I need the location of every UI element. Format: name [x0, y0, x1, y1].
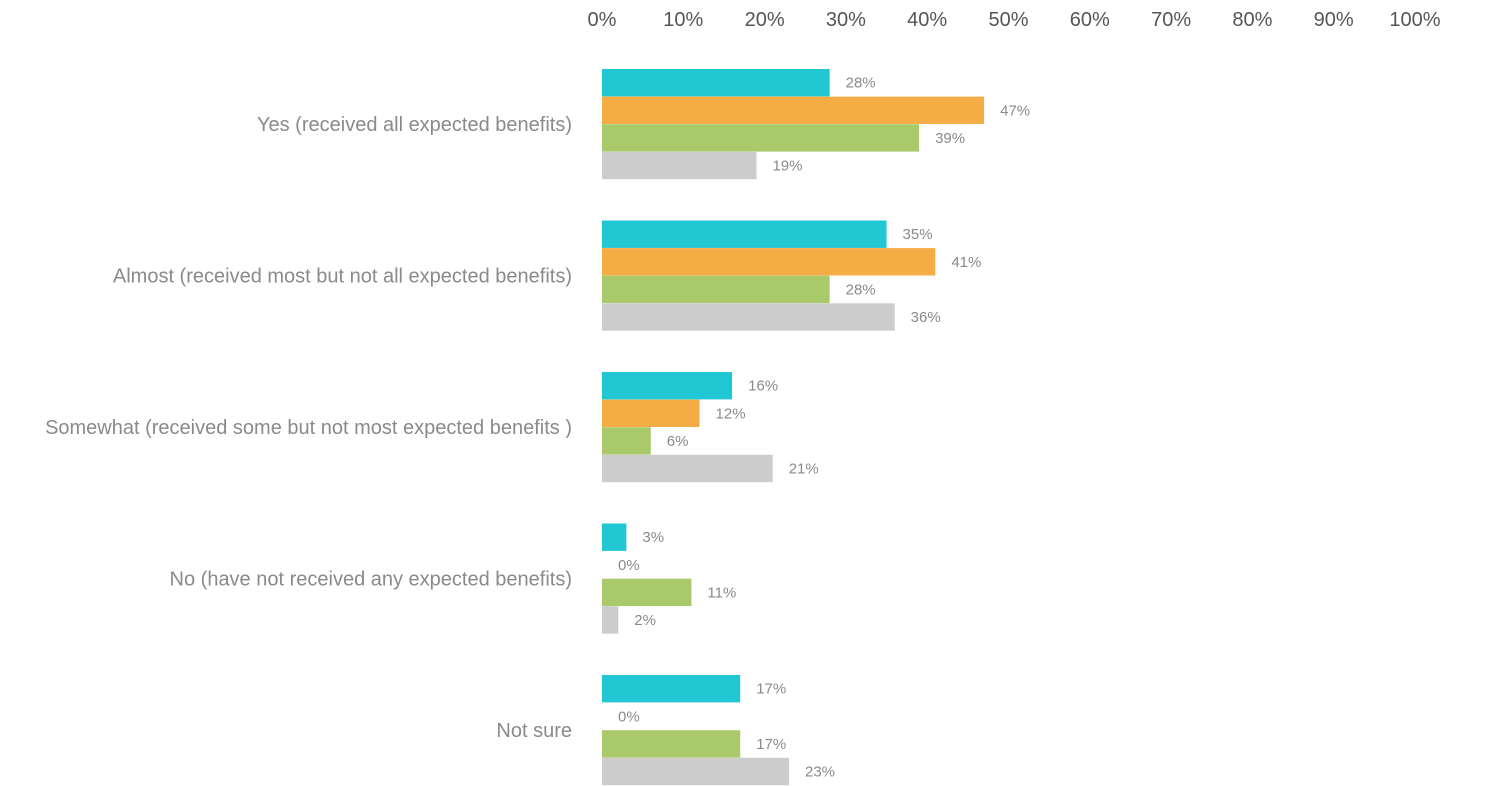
bar	[602, 454, 773, 483]
x-tick-label: 40%	[907, 9, 947, 31]
data-label: 47%	[1000, 102, 1030, 119]
x-tick-label: 90%	[1314, 9, 1354, 31]
x-tick-label: 20%	[745, 9, 785, 31]
data-label: 3%	[642, 529, 664, 546]
x-tick-label: 0%	[588, 9, 617, 31]
bar	[602, 606, 619, 634]
data-label: 12%	[716, 405, 746, 422]
category-label: Almost (received most but not all expect…	[113, 266, 572, 288]
bar	[602, 151, 757, 180]
bar	[602, 372, 733, 400]
bar	[602, 275, 830, 304]
data-label: 6%	[667, 433, 689, 450]
bar	[602, 427, 651, 455]
bar	[602, 220, 887, 248]
category-label: No (have not received any expected benef…	[170, 569, 572, 591]
category-label: Not sure	[496, 720, 572, 742]
category-label: Somewhat (received some but not most exp…	[45, 417, 572, 439]
data-label: 21%	[789, 461, 819, 478]
data-label: 19%	[772, 158, 802, 175]
data-labels: 28%47%39%19%35%41%28%36%16%12%6%21%3%0%1…	[618, 75, 1030, 781]
data-label: 36%	[911, 309, 941, 326]
x-tick-label: 50%	[988, 9, 1028, 31]
data-label: 28%	[846, 75, 876, 92]
bar	[602, 523, 627, 551]
x-tick-label: 10%	[663, 9, 703, 31]
data-label: 35%	[903, 226, 933, 243]
x-tick-label: 100%	[1389, 9, 1440, 31]
data-label: 17%	[756, 736, 786, 753]
bar	[602, 675, 741, 703]
bar	[602, 124, 920, 152]
data-label: 23%	[805, 764, 835, 781]
x-tick-label: 30%	[826, 9, 866, 31]
bar	[602, 248, 936, 276]
bar	[602, 303, 895, 331]
bar	[602, 69, 830, 97]
x-tick-label: 60%	[1070, 9, 1110, 31]
data-label: 41%	[951, 254, 981, 271]
data-label: 0%	[618, 557, 640, 574]
bar	[602, 757, 789, 786]
data-label: 11%	[707, 584, 736, 601]
category-labels: Yes (received all expected benefits) Almo…	[45, 114, 572, 742]
bar	[602, 96, 985, 124]
bar	[602, 730, 741, 758]
data-label: 39%	[935, 130, 965, 147]
data-label: 28%	[846, 281, 876, 298]
x-axis: 0% 10% 20% 30% 40% 50% 60% 70% 80% 90% 100%	[588, 9, 1441, 31]
data-label: 0%	[618, 708, 640, 725]
data-label: 2%	[634, 612, 656, 629]
data-label: 17%	[756, 681, 786, 698]
x-tick-label: 80%	[1232, 9, 1272, 31]
bar	[602, 399, 700, 427]
bars	[602, 69, 985, 786]
data-label: 16%	[748, 378, 778, 395]
category-label: Yes (received all expected benefits)	[257, 114, 572, 136]
bar	[602, 578, 692, 607]
x-tick-label: 70%	[1151, 9, 1191, 31]
